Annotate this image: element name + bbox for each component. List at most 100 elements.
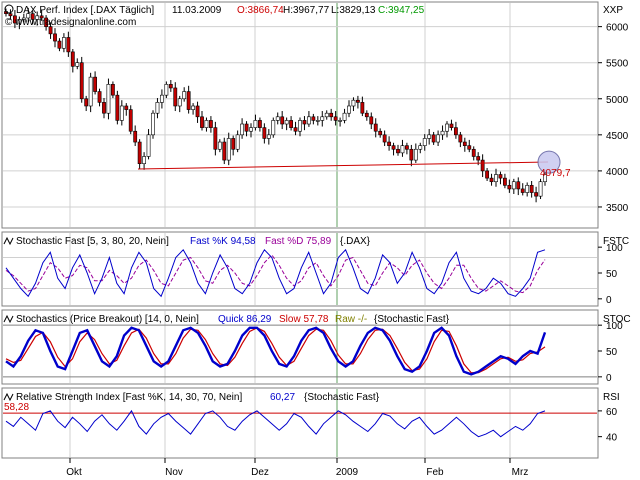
stoc-tick-label: 0 [606,373,612,384]
candle-body [440,130,445,136]
candle-body [177,98,182,107]
candle-body [8,13,13,17]
candle-body [480,159,485,172]
open-value: O:3866,74 [237,5,284,16]
candle-body [405,145,409,150]
quick-line [5,326,547,376]
stoc-tag: STOC [603,314,631,325]
candle-body [494,174,498,183]
candle-body [137,141,142,164]
candle-body [324,112,329,118]
close-value: C:3947,25 [378,5,425,16]
x-tick-label: Nov [165,467,183,478]
price-tick-label: 5000 [606,95,629,106]
candle-body [347,105,351,114]
candle-body [213,127,218,150]
candle-body [48,26,53,35]
watermark: © www.tradesignalonline.com [5,17,136,28]
candle-body [534,192,538,197]
stoc-quick-value: Quick 86,29 [218,314,272,325]
candle-body [115,94,120,121]
candle-body [151,112,155,136]
candle-body [360,102,365,114]
candle-body [520,188,525,193]
candle-body [39,15,44,19]
candle-body [293,127,298,132]
candle-body [458,134,463,143]
x-tick-label: Okt [66,467,82,478]
candle-body [275,116,280,121]
candle-body [142,156,146,164]
candle-body [271,120,276,136]
candle-body [44,17,48,27]
x-tick-label: 2009 [336,467,359,478]
instrument-title: DAX Perf. Index [.DAX Täglich] [16,5,154,16]
candle-body [217,141,222,150]
last-value-label: 4079,7 [540,168,571,179]
stoc-tick-label: 100 [606,321,623,332]
candle-body [391,145,396,150]
grid [3,3,597,457]
candle-body [378,130,383,136]
candle-body [467,145,472,150]
candle-body [364,112,369,118]
candle-body [289,120,293,128]
fast-k-line [5,248,546,298]
indicator-glyph-icon [3,314,14,324]
candle-body [21,17,26,20]
candle-body [119,105,124,121]
candle-body [70,51,75,67]
stoc-raw-value: Raw -/- [335,314,367,325]
candle-body [431,134,436,143]
candle-body [66,37,71,53]
candle-body [75,62,80,67]
candle-body [427,134,432,139]
price-tick-label: 5500 [606,59,629,70]
rsi-panel [1,387,599,459]
candle-body [413,148,418,161]
candle-body [387,141,391,146]
candle-body [186,91,191,110]
candle-body [111,84,115,96]
candle-body [445,123,449,132]
candle-body [454,127,458,136]
candle-body [30,13,35,20]
stoc-tick-label: 50 [606,347,618,358]
candle-body [302,120,307,125]
candle-body [342,112,347,121]
candle-body [231,138,236,150]
candle-body [507,185,512,190]
fast-d-line [5,254,546,294]
candle-body [462,141,467,146]
candle-body [62,37,66,49]
candle-body [333,116,338,121]
fstc-d-value: Fast %D 75,89 [265,236,332,247]
rsi-tick-label: 60 [606,407,618,418]
indicator-glyph-icon [3,392,14,402]
candle-body [88,76,93,107]
fstc-source: {.DAX} [340,236,371,247]
fstc-tick-label: 0 [606,295,612,306]
candle-body [102,102,106,114]
candle-body [356,99,360,103]
high-value: H:3967,77 [283,5,330,16]
last-value-marker [537,150,561,174]
candle-body [373,123,378,132]
x-tick-label: Dez [251,467,269,478]
rsi-line [5,409,546,438]
candle-body [244,123,249,132]
candle-body [476,156,481,161]
candle-body [84,98,89,107]
candle-body [191,105,195,110]
candle-body [436,134,440,143]
price-axis-tag: XXP [603,5,623,16]
candle-body [133,130,138,143]
candle-body [209,120,213,128]
candle-body [57,40,62,49]
price-panel [1,1,599,229]
price-tick-label: 6000 [606,23,629,34]
fstc-k-value: Fast %K 94,58 [190,236,256,247]
candle-body [485,170,489,179]
candle-body [13,15,17,24]
candle-body [195,105,200,118]
